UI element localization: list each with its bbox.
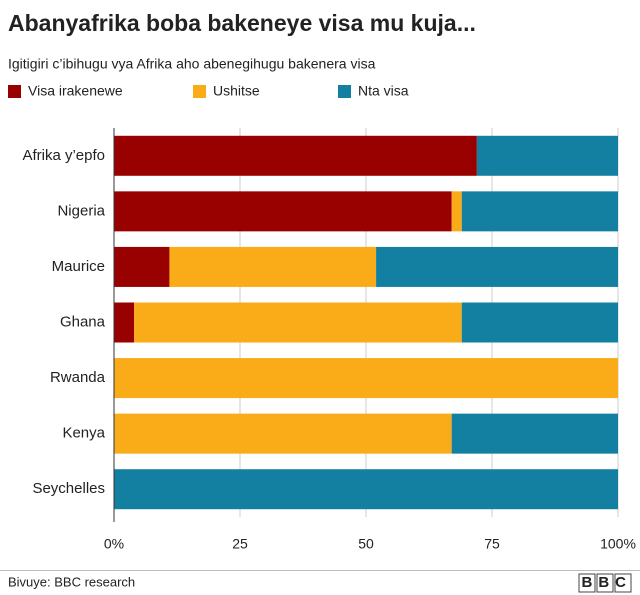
bar-segment <box>114 413 452 454</box>
bar-segment <box>461 302 618 343</box>
bar-segment <box>114 191 452 232</box>
logo-box <box>596 573 614 593</box>
logo: BBC <box>582 574 633 591</box>
bar-segment <box>114 358 618 399</box>
bar-segment <box>114 135 477 176</box>
bar-segment <box>461 191 618 232</box>
bar-segment <box>169 246 377 287</box>
chart-subtitle: Igitigiri c’ibihugu vya Afrika aho abene… <box>8 56 376 72</box>
legend-swatch <box>338 85 351 98</box>
logo-box <box>578 573 596 593</box>
y-tick-label: Nigeria <box>57 202 105 219</box>
legend-swatch <box>193 85 206 98</box>
bar-segment <box>114 302 135 343</box>
legend-label: Nta visa <box>358 83 409 99</box>
legend-label: Visa irakenewe <box>28 83 123 99</box>
bar-segment <box>476 135 618 176</box>
x-tick-label: 25 <box>232 536 248 552</box>
bar-segment <box>114 469 618 510</box>
x-tick-label: 50 <box>358 536 374 552</box>
y-tick-label: Maurice <box>52 258 105 275</box>
y-tick-label: Rwanda <box>50 369 106 386</box>
bar-segment <box>451 191 462 232</box>
x-tick-label: 75 <box>484 536 500 552</box>
y-tick-label: Seychelles <box>32 480 105 497</box>
source: Bivuye: BBC research <box>8 574 135 589</box>
logo-box <box>614 573 632 593</box>
bar-segment <box>114 246 170 287</box>
bar-segment <box>134 302 462 343</box>
legend-swatch <box>8 85 21 98</box>
chart-title: Abanyafrika boba bakeneye visa mu kuja..… <box>8 10 476 36</box>
legend-label: Ushitse <box>213 83 260 99</box>
bar-segment <box>376 246 618 287</box>
x-tick-label: 100% <box>600 536 636 552</box>
y-tick-label: Ghana <box>60 313 106 330</box>
bar-segment <box>451 413 618 454</box>
y-tick-label: Kenya <box>62 425 105 442</box>
y-tick-label: Afrika y’epfo <box>22 147 105 164</box>
x-tick-label: 0% <box>104 536 124 552</box>
